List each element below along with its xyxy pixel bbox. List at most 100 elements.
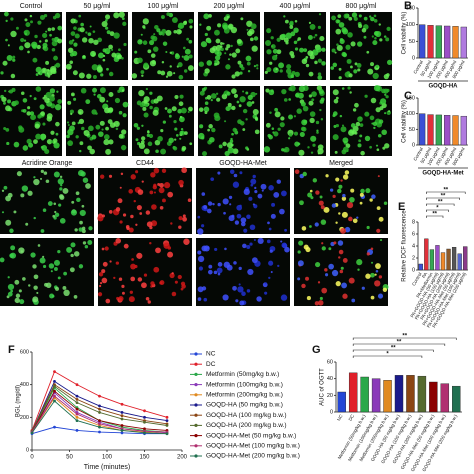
cell [241, 291, 246, 297]
cell [70, 92, 75, 97]
cell [351, 298, 356, 303]
cell [73, 295, 78, 299]
cell [285, 68, 292, 74]
cell [161, 16, 164, 19]
cell [257, 193, 263, 199]
significance-bracket [426, 197, 460, 200]
cell [150, 281, 155, 286]
cell [81, 37, 88, 43]
cell [377, 133, 382, 138]
cell [364, 94, 368, 98]
cell [339, 114, 343, 118]
cell [99, 282, 103, 285]
cell [264, 70, 268, 74]
cell [206, 208, 212, 214]
cell [171, 106, 177, 112]
cell [349, 196, 355, 203]
data-point [165, 419, 169, 422]
cell [142, 106, 147, 111]
cell [223, 211, 226, 215]
cell [2, 60, 8, 66]
data-point [98, 422, 101, 426]
cell [85, 31, 88, 34]
cell [125, 225, 130, 229]
cell [3, 101, 6, 105]
cell [379, 239, 383, 242]
cell [297, 260, 304, 267]
cell [276, 37, 281, 42]
cell [108, 210, 113, 214]
cell [68, 40, 74, 45]
cell [232, 181, 240, 188]
cell [170, 222, 173, 225]
cell [232, 148, 239, 155]
cell [7, 99, 12, 104]
cell [69, 267, 75, 273]
cell [149, 190, 154, 195]
cell [77, 109, 84, 115]
cell [384, 143, 390, 149]
cell [332, 194, 336, 198]
cell [197, 228, 204, 235]
cell [35, 73, 39, 76]
cell [167, 108, 172, 114]
cell [141, 124, 144, 127]
cell [117, 54, 123, 60]
bar [460, 26, 467, 59]
cell [371, 35, 374, 38]
cell [376, 206, 381, 211]
data-point [98, 407, 101, 411]
data-point [53, 399, 56, 403]
x-tick-label: Control [412, 60, 424, 75]
cell [308, 94, 312, 98]
cell [271, 127, 275, 130]
cell [344, 226, 351, 233]
cell [161, 61, 165, 64]
cell [333, 241, 337, 245]
cell [105, 126, 109, 131]
data-point [165, 432, 169, 436]
cell [49, 95, 55, 102]
cell [363, 16, 368, 21]
legend-marker [194, 413, 198, 417]
significance-label: ** [402, 334, 407, 340]
cell [338, 76, 342, 80]
data-point [53, 384, 56, 388]
cell [294, 141, 300, 147]
cell [136, 126, 140, 130]
cell [245, 91, 249, 95]
cell [332, 89, 339, 96]
cell [309, 225, 312, 228]
cell [270, 271, 273, 274]
x-tick-label: 0 [30, 455, 34, 461]
cell [27, 50, 30, 54]
cell [370, 97, 377, 104]
cell [85, 183, 91, 189]
cell [252, 203, 255, 206]
cell [18, 45, 24, 51]
y-tick-label: 0 [412, 142, 415, 148]
cell [188, 39, 193, 44]
cell [92, 75, 97, 80]
cell [118, 133, 124, 139]
cell [78, 118, 85, 124]
significance-bracket [426, 215, 444, 218]
x-tick-label: Control [412, 147, 424, 162]
cell [10, 245, 16, 251]
cell [150, 35, 155, 40]
cell [382, 146, 386, 150]
cell [181, 167, 188, 174]
significance-label: * [436, 206, 439, 212]
cell [206, 60, 213, 66]
cell [276, 49, 282, 55]
cell [104, 14, 111, 20]
cell [98, 272, 104, 277]
cell [217, 23, 222, 28]
cell [388, 110, 391, 113]
cell [372, 72, 379, 80]
cell [99, 120, 105, 126]
cell [212, 202, 215, 206]
cell [15, 293, 21, 298]
data-point [143, 415, 146, 419]
cell [378, 216, 384, 222]
